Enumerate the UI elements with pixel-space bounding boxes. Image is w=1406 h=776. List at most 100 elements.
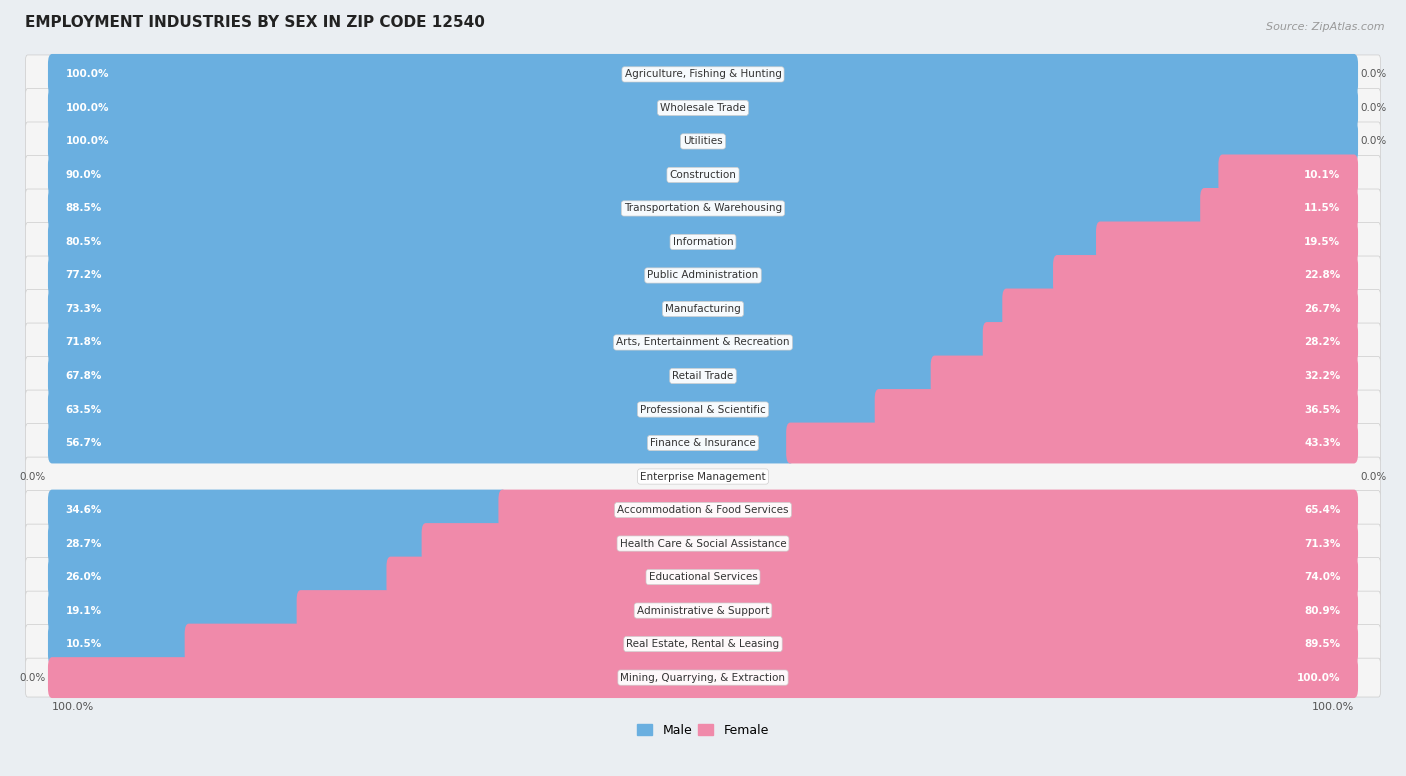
Text: EMPLOYMENT INDUSTRIES BY SEX IN ZIP CODE 12540: EMPLOYMENT INDUSTRIES BY SEX IN ZIP CODE… — [25, 15, 485, 30]
Text: 90.0%: 90.0% — [66, 170, 101, 180]
Text: Manufacturing: Manufacturing — [665, 304, 741, 314]
Text: 0.0%: 0.0% — [1361, 69, 1386, 79]
FancyBboxPatch shape — [25, 390, 1381, 429]
FancyBboxPatch shape — [25, 223, 1381, 262]
FancyBboxPatch shape — [499, 490, 1358, 531]
FancyBboxPatch shape — [25, 558, 1381, 597]
FancyBboxPatch shape — [25, 55, 1381, 94]
FancyBboxPatch shape — [25, 256, 1381, 295]
Text: 100.0%: 100.0% — [1296, 673, 1340, 683]
FancyBboxPatch shape — [25, 524, 1381, 563]
Text: 65.4%: 65.4% — [1303, 505, 1340, 515]
FancyBboxPatch shape — [48, 523, 430, 564]
Text: 34.6%: 34.6% — [66, 505, 103, 515]
Text: 89.5%: 89.5% — [1305, 639, 1340, 649]
FancyBboxPatch shape — [48, 657, 1358, 698]
Text: Real Estate, Rental & Leasing: Real Estate, Rental & Leasing — [627, 639, 779, 649]
Text: 100.0%: 100.0% — [52, 702, 94, 712]
FancyBboxPatch shape — [48, 556, 395, 598]
Text: 88.5%: 88.5% — [66, 203, 101, 213]
Text: 80.5%: 80.5% — [66, 237, 101, 247]
Text: 0.0%: 0.0% — [20, 673, 45, 683]
Text: Health Care & Social Assistance: Health Care & Social Assistance — [620, 539, 786, 549]
Text: 36.5%: 36.5% — [1305, 404, 1340, 414]
Text: Retail Trade: Retail Trade — [672, 371, 734, 381]
FancyBboxPatch shape — [25, 457, 1381, 496]
Text: Accommodation & Food Services: Accommodation & Food Services — [617, 505, 789, 515]
FancyBboxPatch shape — [48, 188, 1208, 229]
Text: 100.0%: 100.0% — [66, 137, 110, 147]
FancyBboxPatch shape — [48, 255, 1062, 296]
FancyBboxPatch shape — [931, 355, 1358, 397]
Text: 77.2%: 77.2% — [66, 271, 103, 280]
Text: 0.0%: 0.0% — [1361, 472, 1386, 482]
Text: Finance & Insurance: Finance & Insurance — [650, 438, 756, 448]
Text: 22.8%: 22.8% — [1305, 271, 1340, 280]
Text: 0.0%: 0.0% — [20, 472, 45, 482]
Text: 43.3%: 43.3% — [1303, 438, 1340, 448]
FancyBboxPatch shape — [48, 355, 939, 397]
FancyBboxPatch shape — [48, 289, 1011, 330]
FancyBboxPatch shape — [786, 423, 1358, 463]
FancyBboxPatch shape — [25, 356, 1381, 396]
Text: 26.7%: 26.7% — [1303, 304, 1340, 314]
Text: 32.2%: 32.2% — [1305, 371, 1340, 381]
FancyBboxPatch shape — [25, 591, 1381, 630]
FancyBboxPatch shape — [1201, 188, 1358, 229]
Text: 100.0%: 100.0% — [66, 103, 110, 113]
Text: 71.3%: 71.3% — [1303, 539, 1340, 549]
Text: Administrative & Support: Administrative & Support — [637, 605, 769, 615]
Text: 73.3%: 73.3% — [66, 304, 103, 314]
Text: 71.8%: 71.8% — [66, 338, 103, 348]
FancyBboxPatch shape — [1053, 255, 1358, 296]
Text: 63.5%: 63.5% — [66, 404, 101, 414]
FancyBboxPatch shape — [25, 289, 1381, 328]
FancyBboxPatch shape — [184, 624, 1358, 664]
FancyBboxPatch shape — [297, 590, 1358, 631]
FancyBboxPatch shape — [48, 121, 1358, 162]
Text: 0.0%: 0.0% — [1361, 137, 1386, 147]
Text: 26.0%: 26.0% — [66, 572, 101, 582]
FancyBboxPatch shape — [422, 523, 1358, 564]
Text: 67.8%: 67.8% — [66, 371, 103, 381]
FancyBboxPatch shape — [48, 389, 883, 430]
FancyBboxPatch shape — [48, 221, 1104, 262]
Text: Source: ZipAtlas.com: Source: ZipAtlas.com — [1267, 22, 1385, 32]
FancyBboxPatch shape — [48, 423, 794, 463]
Text: Professional & Scientific: Professional & Scientific — [640, 404, 766, 414]
FancyBboxPatch shape — [1219, 154, 1358, 196]
Text: 19.5%: 19.5% — [1305, 237, 1340, 247]
FancyBboxPatch shape — [48, 88, 1358, 128]
Text: Utilities: Utilities — [683, 137, 723, 147]
FancyBboxPatch shape — [25, 490, 1381, 529]
Text: Mining, Quarrying, & Extraction: Mining, Quarrying, & Extraction — [620, 673, 786, 683]
FancyBboxPatch shape — [875, 389, 1358, 430]
Legend: Male, Female: Male, Female — [633, 719, 773, 742]
FancyBboxPatch shape — [25, 424, 1381, 462]
FancyBboxPatch shape — [48, 624, 193, 664]
Text: 80.9%: 80.9% — [1305, 605, 1340, 615]
FancyBboxPatch shape — [48, 490, 506, 531]
FancyBboxPatch shape — [48, 590, 305, 631]
Text: 100.0%: 100.0% — [1312, 702, 1354, 712]
Text: Educational Services: Educational Services — [648, 572, 758, 582]
Text: 0.0%: 0.0% — [1361, 103, 1386, 113]
Text: 74.0%: 74.0% — [1303, 572, 1340, 582]
FancyBboxPatch shape — [983, 322, 1358, 363]
Text: 19.1%: 19.1% — [66, 605, 101, 615]
FancyBboxPatch shape — [25, 625, 1381, 663]
FancyBboxPatch shape — [25, 323, 1381, 362]
FancyBboxPatch shape — [48, 322, 991, 363]
FancyBboxPatch shape — [1097, 221, 1358, 262]
FancyBboxPatch shape — [25, 189, 1381, 228]
Text: Arts, Entertainment & Recreation: Arts, Entertainment & Recreation — [616, 338, 790, 348]
FancyBboxPatch shape — [25, 155, 1381, 194]
FancyBboxPatch shape — [25, 122, 1381, 161]
Text: 28.7%: 28.7% — [66, 539, 103, 549]
FancyBboxPatch shape — [1002, 289, 1358, 330]
Text: Transportation & Warehousing: Transportation & Warehousing — [624, 203, 782, 213]
FancyBboxPatch shape — [48, 54, 1358, 95]
Text: Public Administration: Public Administration — [647, 271, 759, 280]
Text: 56.7%: 56.7% — [66, 438, 103, 448]
Text: Information: Information — [672, 237, 734, 247]
